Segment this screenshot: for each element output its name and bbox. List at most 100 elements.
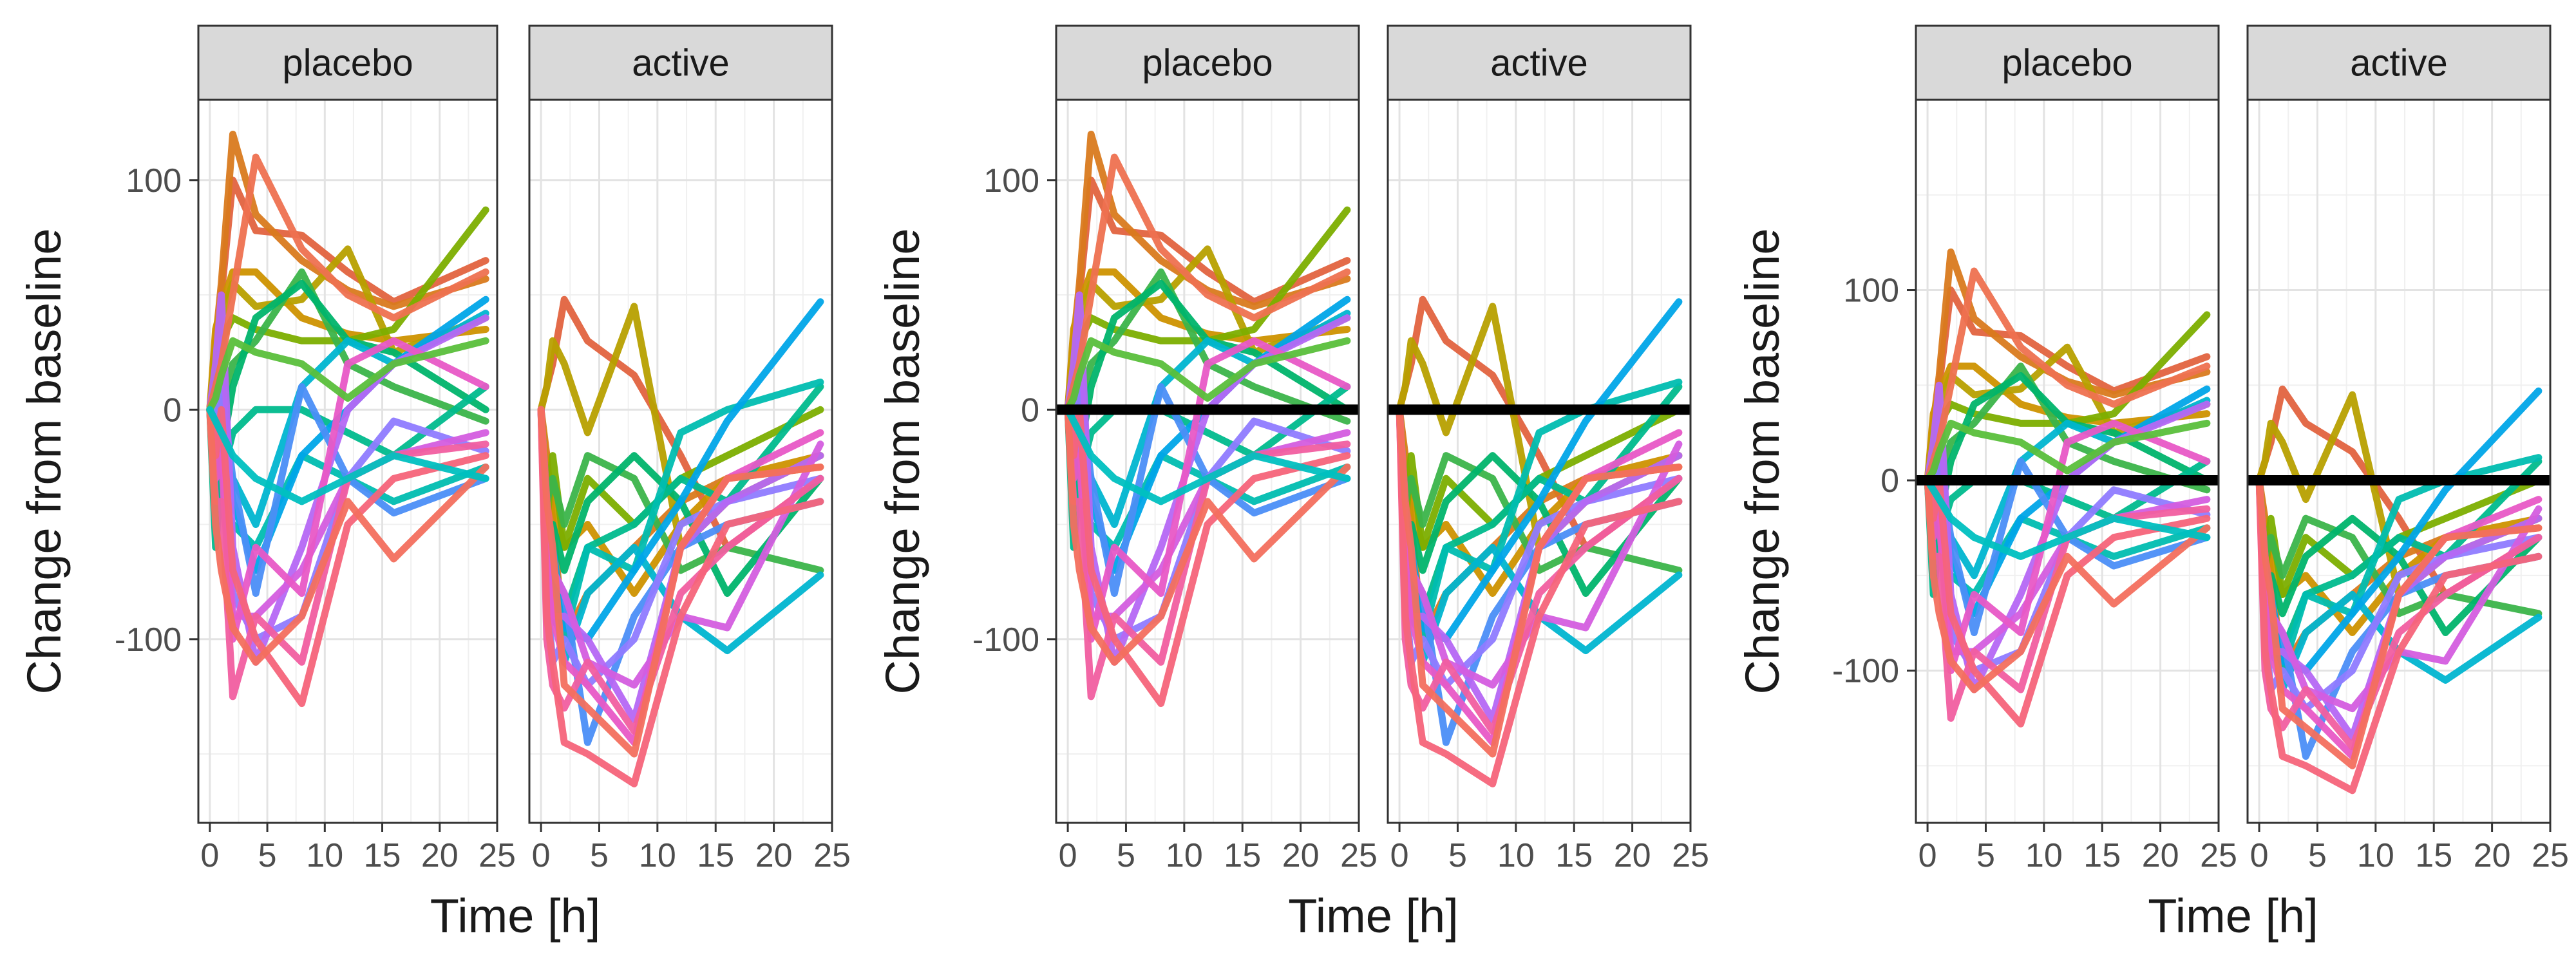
y-tick-label: 0 (163, 391, 182, 429)
x-tick-label: 0 (200, 837, 219, 874)
series-lines (1924, 248, 2211, 728)
x-tick-label: 5 (1448, 837, 1467, 874)
y-tick-label: 0 (1021, 391, 1039, 429)
strip-active (528, 24, 833, 101)
x-tick-label: 5 (1976, 837, 1995, 874)
x-tick-label: 20 (1282, 837, 1320, 874)
x-tick-label: 25 (1672, 837, 1709, 874)
series-line-placebo-21 (1064, 337, 1351, 413)
strip-label-active: active (2350, 42, 2448, 84)
series-lines (537, 296, 824, 787)
x-tick-label: 25 (478, 837, 516, 874)
x-tick-label: 25 (813, 837, 851, 874)
x-tick-label: 15 (2415, 837, 2452, 874)
y-axis-title: Change from baseline (1736, 229, 1789, 695)
panel-border (2246, 99, 2552, 824)
x-tick-label: 5 (590, 837, 609, 874)
x-axis-title: Time [h] (2148, 889, 2318, 943)
x-axis-active: 0 5 10 15 20 25 (532, 823, 851, 874)
chart-2: placebo 0 5 10 15 20 25 -100 0 100 active 0 5 10 15 20 2… (876, 24, 1709, 943)
series-line-active-18 (1396, 406, 1683, 787)
y-tick-label: -100 (115, 621, 182, 659)
x-axis-placebo: 0 5 10 15 20 25 (1918, 823, 2237, 874)
x-tick-label: 20 (2142, 837, 2179, 874)
series-line-placebo-22 (206, 406, 489, 505)
x-tick-label: 25 (2532, 837, 2569, 874)
x-tick-label: 20 (421, 837, 459, 874)
x-tick-label: 10 (2357, 837, 2394, 874)
y-axis-title: Change from baseline (876, 229, 929, 695)
y-tick-label: 100 (126, 162, 182, 200)
x-tick-label: 25 (1340, 837, 1378, 874)
x-tick-label: 5 (1117, 837, 1135, 874)
x-tick-label: 20 (1614, 837, 1651, 874)
series-lines (206, 131, 489, 708)
x-axis-active: 0 5 10 15 20 25 (2250, 823, 2569, 874)
series-lines (1064, 131, 1351, 708)
x-tick-label: 5 (258, 837, 277, 874)
panel-border (1387, 99, 1692, 824)
y-tick-label: -100 (1832, 653, 1899, 690)
series-line-placebo-19 (206, 406, 489, 666)
y-tick-label: 100 (1843, 272, 1899, 310)
series-line-placebo-18 (1924, 476, 2211, 728)
series-lines (2255, 385, 2543, 795)
x-tick-label: 0 (1918, 837, 1937, 874)
y-axis-title: Change from baseline (17, 229, 71, 695)
x-tick-label: 20 (755, 837, 793, 874)
y-tick-label: 100 (983, 162, 1039, 200)
x-tick-label: 15 (1555, 837, 1593, 874)
x-tick-label: 10 (306, 837, 343, 874)
x-tick-label: 15 (1224, 837, 1261, 874)
strip-active (2246, 24, 2552, 101)
series-line-active-19 (1396, 406, 1683, 758)
x-tick-label: 20 (2474, 837, 2511, 874)
panel-border (528, 99, 833, 824)
panel-placebo: placebo 0 5 10 15 20 25 -100 0 100 (1832, 24, 2237, 874)
panel-border (197, 99, 498, 824)
x-tick-label: 5 (2308, 837, 2327, 874)
panel-placebo: placebo 0 5 10 15 20 25 -100 0 100 (972, 24, 1378, 874)
series-line-placebo-19 (1924, 476, 2211, 693)
series-line-placebo-21 (1924, 419, 2211, 484)
series-line-placebo-19 (1064, 406, 1351, 666)
panel-border (1055, 99, 1360, 824)
x-tick-label: 0 (532, 837, 551, 874)
panel-active: active 0 5 10 15 20 25 (1387, 24, 1709, 874)
series-line-placebo-21 (206, 337, 489, 413)
y-axis: -100 0 100 (1832, 272, 1916, 690)
chart-3: placebo 0 5 10 15 20 25 -100 0 100 active 0 5 10 15 20 2… (1736, 24, 2569, 943)
strip-placebo (1055, 24, 1360, 101)
x-axis-title: Time [h] (430, 889, 601, 943)
series-line-active-19 (2255, 476, 2543, 769)
x-tick-label: 15 (697, 837, 734, 874)
x-axis-title: Time [h] (1288, 889, 1459, 943)
panel-active: active 0 5 10 15 20 25 (528, 24, 851, 874)
strip-label-placebo: placebo (282, 42, 413, 84)
series-line-placebo-16 (1064, 337, 1351, 643)
y-axis: -100 0 100 (115, 162, 198, 659)
x-tick-label: 10 (1497, 837, 1535, 874)
panel-active: active 0 5 10 15 20 25 (2246, 24, 2569, 874)
strip-placebo (197, 24, 498, 101)
strip-label-active: active (1490, 42, 1588, 84)
series-line-placebo-16 (1924, 419, 2211, 675)
x-axis-active: 0 5 10 15 20 25 (1390, 823, 1709, 874)
panel-placebo: placebo 0 5 10 15 20 25 -100 0 100 (115, 24, 516, 874)
strip-label-active: active (632, 42, 730, 84)
strip-label-placebo: placebo (1142, 42, 1273, 84)
series-line-active-18 (2255, 476, 2543, 795)
strip-placebo (1915, 24, 2220, 101)
x-tick-label: 0 (1059, 837, 1077, 874)
strip-label-placebo: placebo (2002, 42, 2132, 84)
x-tick-label: 15 (364, 837, 401, 874)
x-axis-placebo: 0 5 10 15 20 25 (1059, 823, 1378, 874)
y-axis: -100 0 100 (972, 162, 1056, 659)
series-line-placebo-18 (206, 406, 489, 708)
y-tick-label: 0 (1880, 462, 1899, 500)
series-line-active-18 (537, 406, 824, 787)
y-tick-label: -100 (972, 621, 1039, 659)
x-tick-label: 10 (2025, 837, 2063, 874)
